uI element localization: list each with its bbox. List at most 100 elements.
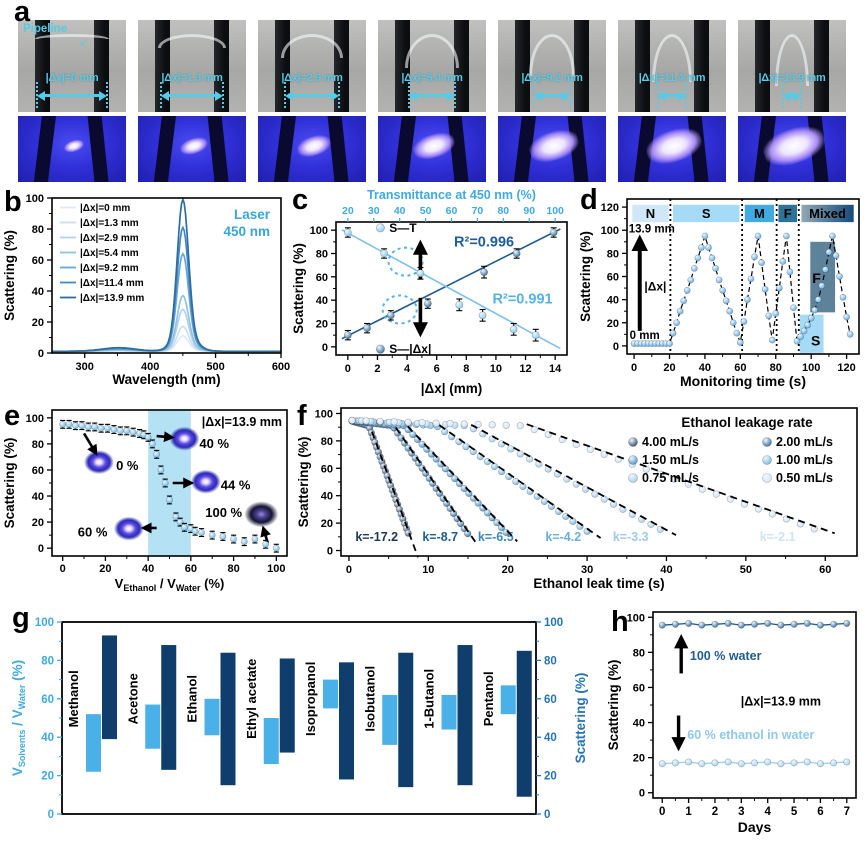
svg-text:|Δx| (mm): |Δx| (mm) bbox=[421, 381, 483, 396]
region-S bbox=[673, 204, 740, 223]
plot-area: 300 400 500 600 0 20 40 60 80 100 bbox=[26, 193, 291, 373]
inset-photo bbox=[190, 469, 221, 494]
photo-daylight: → |Δx|=2.9 mm bbox=[258, 20, 366, 112]
scattering-range-bar bbox=[339, 662, 354, 780]
svg-text:Isopropanol: Isopropanol bbox=[303, 662, 318, 736]
scatter-glow bbox=[410, 128, 458, 164]
holder-bar-right bbox=[814, 20, 829, 112]
svg-text:20: 20 bbox=[32, 317, 44, 329]
photo-uv bbox=[618, 116, 726, 182]
svg-text:8: 8 bbox=[463, 363, 469, 375]
photo-daylight: → |Δx|=5.4 mm bbox=[378, 20, 486, 112]
film-arc bbox=[529, 34, 575, 76]
holder-bar-right bbox=[94, 20, 109, 112]
svg-text:80: 80 bbox=[633, 647, 645, 659]
displacement-label: |Δx|=0 mm bbox=[45, 72, 99, 84]
svg-text:VSolvents / VWater (%): VSolvents / VWater (%) bbox=[10, 660, 27, 776]
svg-text:100: 100 bbox=[267, 563, 285, 575]
svg-text:100: 100 bbox=[315, 408, 333, 420]
holder-bar-left bbox=[755, 20, 770, 112]
svg-text:Scattering (%): Scattering (%) bbox=[291, 243, 306, 334]
svg-text:Methanol: Methanol bbox=[66, 670, 81, 727]
svg-text:90: 90 bbox=[523, 205, 535, 217]
svg-text:100 % water: 100 % water bbox=[690, 649, 762, 663]
panel-c-chart: 0 2 4 6 8 10 12 14 20 30 40 50 60 70 80 90 100 0 20 40 60 80 1… bbox=[291, 188, 568, 396]
svg-text:4: 4 bbox=[404, 363, 411, 375]
scattering-range-bar bbox=[398, 652, 414, 788]
svg-text:80: 80 bbox=[316, 249, 328, 261]
svg-text:80: 80 bbox=[32, 224, 44, 236]
panel-h: h 100 % water 60 % ethanol in water |Δx|=1… bbox=[605, 600, 866, 847]
svg-text:4.00 mL/s: 4.00 mL/s bbox=[642, 435, 699, 449]
photo-daylight: → |Δx|=13.9 mm bbox=[738, 20, 846, 112]
svg-text:40: 40 bbox=[633, 718, 645, 730]
solvent-range-bar bbox=[441, 694, 457, 730]
panel-a-letter: a bbox=[14, 0, 31, 28]
svg-text:60: 60 bbox=[321, 463, 333, 475]
svg-text:6: 6 bbox=[434, 363, 440, 375]
svg-text:Ethanol leak time (s): Ethanol leak time (s) bbox=[533, 576, 664, 591]
solvent-range-bar bbox=[263, 718, 279, 765]
svg-text:|Δx|=0 mm: |Δx|=0 mm bbox=[80, 203, 130, 214]
solvent-range-bar bbox=[323, 679, 338, 709]
svg-text:VEthanol / VWater (%): VEthanol / VWater (%) bbox=[115, 576, 225, 593]
pipeline-photo-pair: → |Δx|=2.9 mm bbox=[258, 20, 366, 182]
svg-text:44 %: 44 % bbox=[221, 478, 251, 493]
svg-text:6: 6 bbox=[817, 806, 823, 818]
svg-text:80: 80 bbox=[607, 248, 619, 260]
svg-text:0: 0 bbox=[544, 809, 550, 821]
svg-text:120: 120 bbox=[601, 202, 619, 214]
svg-text:Ethanol: Ethanol bbox=[185, 675, 200, 723]
scattering-range-bar bbox=[102, 635, 117, 740]
holder-bar-left bbox=[35, 20, 50, 112]
svg-text:2: 2 bbox=[712, 806, 718, 818]
solvent-range-bar bbox=[382, 694, 398, 745]
panel-f-chart: k=-17.2 k=-8.7 k=-6.5 k=-4.2 k=-3.3 k=-2.1 0 10… bbox=[296, 407, 858, 591]
svg-text:R²=0.996: R²=0.996 bbox=[454, 235, 514, 251]
region-N bbox=[632, 204, 669, 223]
svg-text:|Δx|=2.9 mm: |Δx|=2.9 mm bbox=[80, 233, 139, 244]
svg-text:60 %: 60 % bbox=[78, 525, 108, 540]
svg-text:|Δx|=13.9 mm: |Δx|=13.9 mm bbox=[202, 415, 282, 429]
svg-text:1-Butanol: 1-Butanol bbox=[422, 669, 437, 729]
displacement-label: |Δx|=5.4 mm bbox=[401, 72, 463, 84]
photo-daylight: → |Δx|=11.4 mm bbox=[618, 20, 726, 112]
panel-h-letter: h bbox=[611, 606, 629, 638]
svg-text:0: 0 bbox=[322, 342, 328, 354]
svg-text:80: 80 bbox=[544, 655, 557, 667]
panel-a: a Pipeline → |Δx|=0 mm → |Δx|=1.3 mm bbox=[0, 0, 866, 186]
svg-text:k=-17.2: k=-17.2 bbox=[355, 530, 398, 544]
inset-photo bbox=[169, 426, 200, 451]
svg-text:0: 0 bbox=[631, 362, 637, 374]
svg-text:60: 60 bbox=[734, 362, 746, 374]
svg-text:500: 500 bbox=[206, 361, 224, 373]
panel-d-chart: N S M F Mixed F S 13.9 mm 0 mm |Δx| 0 20 40 60 80 100 12… bbox=[578, 198, 860, 389]
svg-text:20: 20 bbox=[99, 563, 111, 575]
pipeline-photo-pair: → |Δx|=13.9 mm bbox=[738, 20, 846, 182]
displacement-label: |Δx|=2.9 mm bbox=[281, 72, 343, 84]
svg-text:Transmittance at 450 nm (%): Transmittance at 450 nm (%) bbox=[367, 188, 536, 202]
svg-text:100: 100 bbox=[35, 617, 54, 629]
displacement-label: |Δx|=1.3 mm bbox=[161, 72, 223, 84]
svg-text:|Δx|=13.9 mm: |Δx|=13.9 mm bbox=[741, 694, 821, 708]
holder-bar-right bbox=[574, 20, 589, 112]
svg-text:20: 20 bbox=[32, 517, 44, 529]
svg-text:Monitoring time (s): Monitoring time (s) bbox=[680, 373, 806, 389]
panel-d: d N S M F Mixed F S 13.9 mm 0 mm |Δx| 0 20 40 60 80 100… bbox=[577, 186, 866, 400]
svg-text:300: 300 bbox=[76, 361, 94, 373]
svg-text:0: 0 bbox=[327, 546, 333, 558]
svg-text:60: 60 bbox=[819, 564, 831, 576]
svg-text:60: 60 bbox=[32, 255, 44, 267]
measure-arrow bbox=[782, 82, 802, 108]
holder-bar-left bbox=[395, 20, 410, 112]
panel-e-chart: 0 % 40 % 44 % 100 % 60 % 0 20 40 60 80 100 0 20 40 60 8… bbox=[2, 409, 288, 593]
svg-text:N: N bbox=[646, 206, 655, 221]
legend: Ethanol leakage rate 4.00 mL/s 1.50 mL/s 0.… bbox=[628, 415, 833, 485]
svg-text:|Δx|=1.3 mm: |Δx|=1.3 mm bbox=[80, 218, 139, 229]
scattering-range-bar bbox=[161, 645, 177, 770]
svg-text:30: 30 bbox=[581, 564, 593, 576]
svg-text:80: 80 bbox=[41, 655, 54, 667]
svg-text:0: 0 bbox=[38, 543, 44, 555]
svg-text:100: 100 bbox=[627, 612, 645, 624]
plot-area: Methanol Acetone Ethanol Ethyl acetate Isopr… bbox=[35, 617, 563, 821]
